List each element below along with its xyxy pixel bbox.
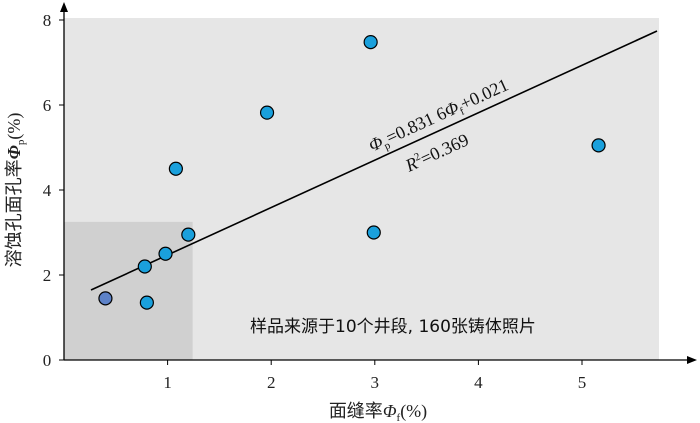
y-tick-label: 0 (43, 351, 52, 370)
y-axis-title: 溶蚀孔面孔率Φp(%) (4, 113, 27, 268)
y-tick-label: 6 (43, 96, 52, 115)
data-point (259, 105, 275, 120)
data-point (139, 295, 154, 310)
x-tick-label: 3 (371, 373, 380, 392)
shaded-regions (64, 18, 659, 360)
y-tick-label: 2 (43, 266, 52, 285)
x-tick-label: 2 (267, 373, 276, 392)
x-title-sub: f (397, 412, 401, 423)
data-point (366, 225, 381, 240)
fit-line (90, 30, 658, 291)
x-title-unit: (%) (400, 401, 427, 422)
y-title-text: 溶蚀孔面孔率 (4, 159, 25, 267)
fit-line-group (90, 30, 658, 291)
y-title-sub: p (15, 139, 27, 145)
x-axis-title: 面缝率Φf(%) (329, 401, 427, 423)
data-point (591, 138, 606, 153)
sample-note: 样品来源于10个井段, 160张铸体照片 (250, 317, 536, 337)
data-point (181, 227, 196, 242)
axes: 1 2 3 4 5 0 2 4 6 8 (43, 2, 697, 392)
y-tick-label: 8 (43, 11, 52, 30)
y-axis-arrow (60, 2, 68, 12)
data-point (98, 291, 113, 306)
eq-sub-f: f (458, 105, 467, 118)
data-points (98, 34, 606, 310)
x-title-text: 面缝率 (329, 401, 383, 422)
eq-sub-p: p (382, 139, 392, 152)
y-title-unit: (%) (4, 113, 25, 140)
y-tick-label: 4 (43, 181, 52, 200)
x-tick-label: 4 (474, 373, 483, 392)
data-point (363, 34, 378, 50)
x-axis-arrow (687, 356, 697, 364)
x-tick-label: 1 (163, 373, 172, 392)
r2-sup: 2 (412, 151, 422, 164)
y-title-symbol: Φ (4, 145, 24, 159)
x-title-symbol: Φ (383, 401, 397, 421)
data-point (168, 161, 183, 176)
data-point (158, 246, 173, 261)
highlight-region (64, 221, 193, 360)
x-tick-label: 5 (578, 373, 587, 392)
data-point (137, 259, 152, 274)
